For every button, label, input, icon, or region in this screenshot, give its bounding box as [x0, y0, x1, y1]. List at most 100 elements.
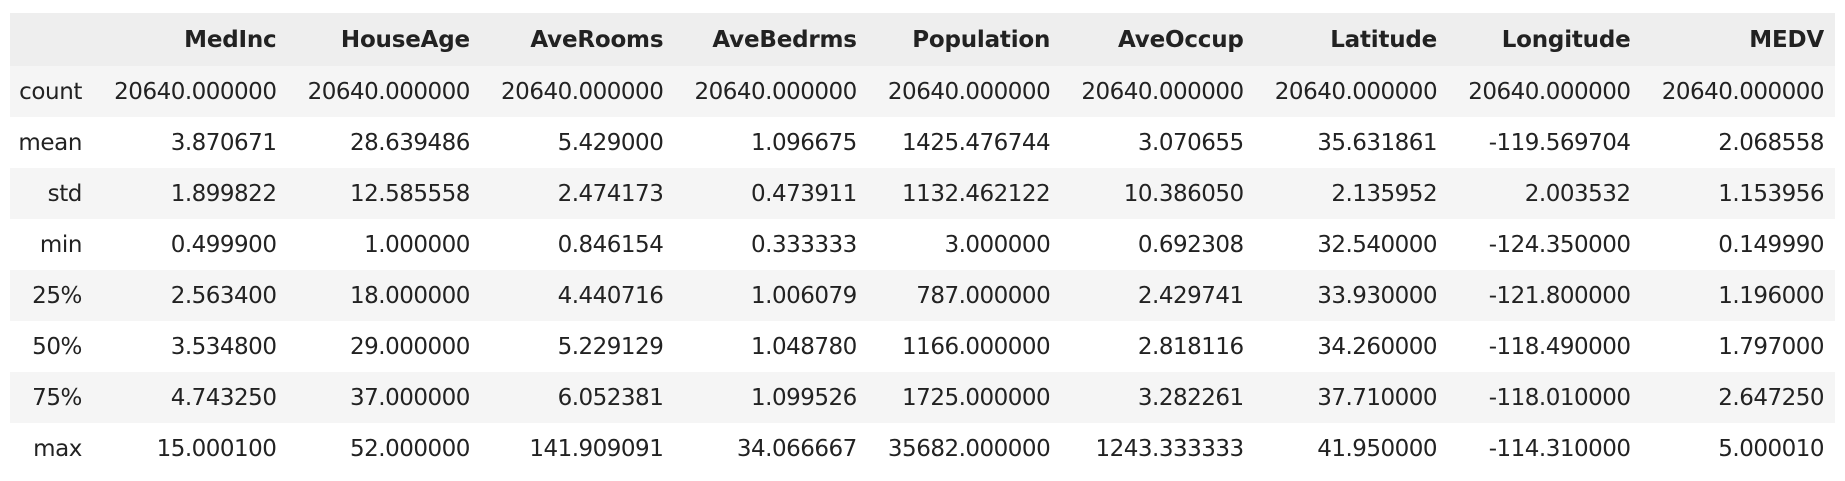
table-cell: 20640.000000: [694, 78, 857, 105]
table-cell: 33.930000: [1317, 282, 1438, 309]
table-cell: 0.499900: [170, 231, 277, 258]
table-cell: -121.800000: [1488, 282, 1631, 309]
table-cell: 1.048780: [751, 333, 857, 360]
table-cell: 34.066667: [736, 435, 857, 462]
table-cell: 1.099526: [751, 384, 857, 411]
table-cell: 0.333333: [751, 231, 857, 258]
table-cell: 20640.000000: [501, 78, 664, 105]
table-cell: 2.647250: [1718, 384, 1824, 411]
table-cell: 2.563400: [170, 282, 277, 309]
table-cell: 12.585558: [350, 180, 470, 207]
table-cell: 1425.476744: [902, 129, 1051, 156]
table-cell: 20640.000000: [1468, 78, 1631, 105]
table-cell: 20640.000000: [114, 78, 277, 105]
table-cell: 35682.000000: [887, 435, 1051, 462]
table-cell: 5.429000: [557, 129, 664, 156]
column-header-medinc: MedInc: [184, 26, 277, 53]
table-cell: 1.096675: [751, 129, 857, 156]
table-cell: 52.000000: [350, 435, 470, 462]
table-cell: 1.006079: [751, 282, 857, 309]
row-label: min: [39, 231, 83, 258]
table-row: mean 3.870671 28.639486 5.429000 1.096675 142…: [10, 117, 1835, 168]
column-header-longitude: Longitude: [1501, 26, 1631, 53]
table-cell: 28.639486: [350, 129, 470, 156]
index-header-cell: [10, 13, 94, 66]
table-cell: 0.692308: [1137, 231, 1244, 258]
describe-table: MedInc HouseAge AveRooms AveBedrms Populatio…: [10, 13, 1835, 474]
table-cell: 32.540000: [1317, 231, 1438, 258]
table-cell: 29.000000: [350, 333, 470, 360]
table-cell: 2.068558: [1718, 129, 1824, 156]
table-body: count 20640.000000 20640.000000 20640.00000…: [10, 66, 1835, 474]
table-cell: 1132.462122: [902, 180, 1051, 207]
table-cell: 1.153956: [1718, 180, 1824, 207]
table-cell: 15.000100: [156, 435, 277, 462]
table-cell: 18.000000: [350, 282, 470, 309]
table-cell: 1166.000000: [902, 333, 1051, 360]
column-header-avebedrms: AveBedrms: [712, 26, 857, 53]
row-label: std: [47, 180, 83, 207]
table-cell: 2.003532: [1524, 180, 1631, 207]
row-label: 75%: [32, 384, 83, 411]
table-cell: 37.710000: [1317, 384, 1438, 411]
table-cell: 20640.000000: [1661, 78, 1825, 105]
table-cell: 5.000010: [1718, 435, 1824, 462]
table-cell: 1.000000: [364, 231, 470, 258]
table-row: 50% 3.534800 29.000000 5.229129 1.048780 1166…: [10, 321, 1835, 372]
table-header: MedInc HouseAge AveRooms AveBedrms Populatio…: [10, 13, 1835, 66]
table-cell: -114.310000: [1488, 435, 1631, 462]
column-header-aveoccup: AveOccup: [1118, 26, 1244, 53]
table-cell: 3.000000: [944, 231, 1051, 258]
table-row: 25% 2.563400 18.000000 4.440716 1.006079 787.…: [10, 270, 1835, 321]
table-cell: 20640.000000: [307, 78, 471, 105]
table-cell: 1.196000: [1718, 282, 1824, 309]
table-cell: 0.149990: [1718, 231, 1824, 258]
column-header-averooms: AveRooms: [530, 26, 664, 53]
column-header-latitude: Latitude: [1330, 26, 1438, 53]
table-cell: -118.010000: [1488, 384, 1631, 411]
header-row: MedInc HouseAge AveRooms AveBedrms Populatio…: [10, 13, 1835, 66]
table-row: count 20640.000000 20640.000000 20640.00000…: [10, 66, 1835, 117]
table-cell: 2.474173: [557, 180, 664, 207]
table-cell: 5.229129: [557, 333, 664, 360]
table-cell: -118.490000: [1488, 333, 1631, 360]
row-label: 50%: [32, 333, 83, 360]
column-header-houseage: HouseAge: [340, 26, 470, 53]
table-cell: 37.000000: [350, 384, 470, 411]
table-row: min 0.499900 1.000000 0.846154 0.333333 3.000…: [10, 219, 1835, 270]
row-label: max: [33, 435, 83, 462]
row-label: count: [19, 78, 83, 105]
column-header-medv: MEDV: [1749, 26, 1824, 53]
table-cell: 1243.333333: [1095, 435, 1244, 462]
table-cell: 3.534800: [170, 333, 277, 360]
table-cell: 1.797000: [1718, 333, 1824, 360]
table-row: max 15.000100 52.000000 141.909091 34.066667…: [10, 423, 1835, 474]
table-cell: 141.909091: [529, 435, 664, 462]
table-cell: 1725.000000: [902, 384, 1051, 411]
table-cell: 20640.000000: [1081, 78, 1244, 105]
table-cell: 41.950000: [1317, 435, 1438, 462]
table-cell: 10.386050: [1123, 180, 1244, 207]
table-cell: -119.569704: [1488, 129, 1631, 156]
column-header-population: Population: [912, 26, 1051, 53]
table-cell: 3.282261: [1137, 384, 1244, 411]
row-label: 25%: [32, 282, 83, 309]
table-cell: 35.631861: [1317, 129, 1438, 156]
table-cell: 2.818116: [1137, 333, 1244, 360]
table-cell: 2.429741: [1137, 282, 1244, 309]
table-cell: 34.260000: [1317, 333, 1438, 360]
table-cell: 0.846154: [557, 231, 664, 258]
table-row: std 1.899822 12.585558 2.474173 0.473911 1132…: [10, 168, 1835, 219]
table-cell: -124.350000: [1488, 231, 1631, 258]
table-cell: 6.052381: [557, 384, 664, 411]
table-cell: 2.135952: [1331, 180, 1438, 207]
table-cell: 1.899822: [170, 180, 277, 207]
table-cell: 3.870671: [170, 129, 277, 156]
table-cell: 787.000000: [916, 282, 1051, 309]
row-label: mean: [18, 129, 83, 156]
dataframe-output: MedInc HouseAge AveRooms AveBedrms Populatio…: [10, 13, 1835, 474]
table-cell: 4.743250: [170, 384, 277, 411]
table-cell: 3.070655: [1137, 129, 1244, 156]
table-cell: 20640.000000: [887, 78, 1051, 105]
table-cell: 0.473911: [751, 180, 857, 207]
